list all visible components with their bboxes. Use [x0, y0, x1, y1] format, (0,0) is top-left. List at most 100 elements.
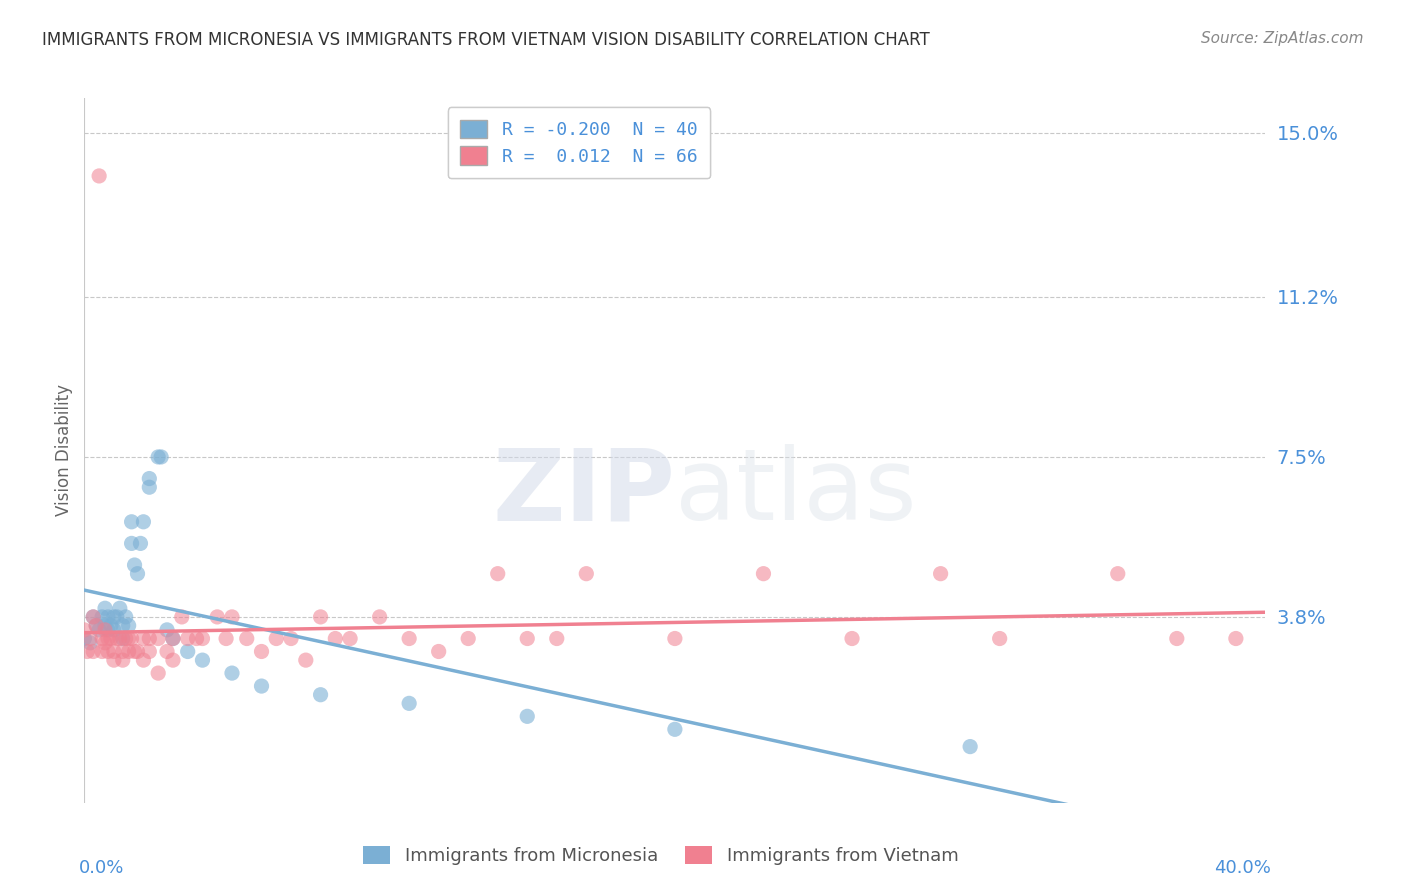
Point: [309, 688, 332, 702]
Point: [221, 666, 243, 681]
Point: [1166, 632, 1188, 646]
Point: [295, 653, 318, 667]
Point: [84, 618, 107, 632]
Point: [988, 632, 1011, 646]
Point: [959, 739, 981, 754]
Point: [111, 653, 134, 667]
Point: [105, 610, 128, 624]
Point: [108, 632, 131, 646]
Point: [207, 610, 229, 624]
Point: [91, 644, 114, 658]
Point: [841, 632, 863, 646]
Point: [100, 632, 122, 646]
Point: [1107, 566, 1129, 581]
Point: [97, 610, 120, 624]
Point: [368, 610, 391, 624]
Point: [114, 610, 136, 624]
Point: [111, 632, 134, 646]
Point: [105, 632, 128, 646]
Point: [664, 632, 686, 646]
Point: [398, 697, 420, 711]
Point: [94, 636, 117, 650]
Point: [124, 558, 146, 572]
Point: [111, 618, 134, 632]
Point: [546, 632, 568, 646]
Text: IMMIGRANTS FROM MICRONESIA VS IMMIGRANTS FROM VIETNAM VISION DISABILITY CORRELAT: IMMIGRANTS FROM MICRONESIA VS IMMIGRANTS…: [42, 31, 929, 49]
Point: [215, 632, 238, 646]
Point: [121, 515, 143, 529]
Point: [221, 610, 243, 624]
Point: [91, 632, 114, 646]
Point: [118, 644, 141, 658]
Text: 0.0%: 0.0%: [79, 859, 124, 877]
Point: [191, 653, 214, 667]
Point: [97, 644, 120, 658]
Point: [73, 623, 96, 637]
Point: [97, 623, 120, 637]
Point: [138, 480, 160, 494]
Point: [162, 632, 184, 646]
Point: [664, 723, 686, 737]
Point: [73, 632, 96, 646]
Point: [266, 632, 288, 646]
Point: [76, 644, 98, 658]
Point: [575, 566, 598, 581]
Point: [82, 644, 104, 658]
Point: [150, 450, 173, 464]
Point: [103, 644, 125, 658]
Text: ZIP: ZIP: [492, 444, 675, 541]
Point: [148, 632, 170, 646]
Point: [82, 610, 104, 624]
Point: [156, 644, 179, 658]
Point: [177, 632, 200, 646]
Point: [516, 709, 538, 723]
Point: [427, 644, 450, 658]
Point: [398, 632, 420, 646]
Point: [516, 632, 538, 646]
Point: [138, 472, 160, 486]
Point: [121, 536, 143, 550]
Point: [87, 623, 111, 637]
Point: [91, 610, 114, 624]
Point: [103, 623, 125, 637]
Point: [191, 632, 214, 646]
Point: [118, 618, 141, 632]
Point: [162, 653, 184, 667]
Point: [486, 566, 509, 581]
Point: [79, 632, 101, 646]
Point: [138, 644, 160, 658]
Point: [280, 632, 302, 646]
Point: [177, 644, 200, 658]
Point: [114, 632, 136, 646]
Legend: Immigrants from Micronesia, Immigrants from Vietnam: Immigrants from Micronesia, Immigrants f…: [354, 837, 967, 874]
Point: [97, 632, 120, 646]
Point: [250, 644, 273, 658]
Point: [108, 601, 131, 615]
Point: [339, 632, 361, 646]
Text: Source: ZipAtlas.com: Source: ZipAtlas.com: [1201, 31, 1364, 46]
Point: [127, 644, 149, 658]
Text: atlas: atlas: [675, 444, 917, 541]
Point: [148, 450, 170, 464]
Point: [132, 632, 155, 646]
Point: [94, 623, 117, 637]
Y-axis label: Vision Disability: Vision Disability: [55, 384, 73, 516]
Point: [457, 632, 479, 646]
Point: [309, 610, 332, 624]
Point: [103, 653, 125, 667]
Point: [325, 632, 347, 646]
Point: [250, 679, 273, 693]
Point: [156, 623, 179, 637]
Point: [132, 515, 155, 529]
Point: [148, 666, 170, 681]
Point: [1225, 632, 1247, 646]
Point: [94, 618, 117, 632]
Point: [111, 644, 134, 658]
Point: [84, 618, 107, 632]
Point: [79, 636, 101, 650]
Point: [82, 610, 104, 624]
Point: [186, 632, 208, 646]
Point: [129, 536, 152, 550]
Point: [162, 632, 184, 646]
Point: [118, 632, 141, 646]
